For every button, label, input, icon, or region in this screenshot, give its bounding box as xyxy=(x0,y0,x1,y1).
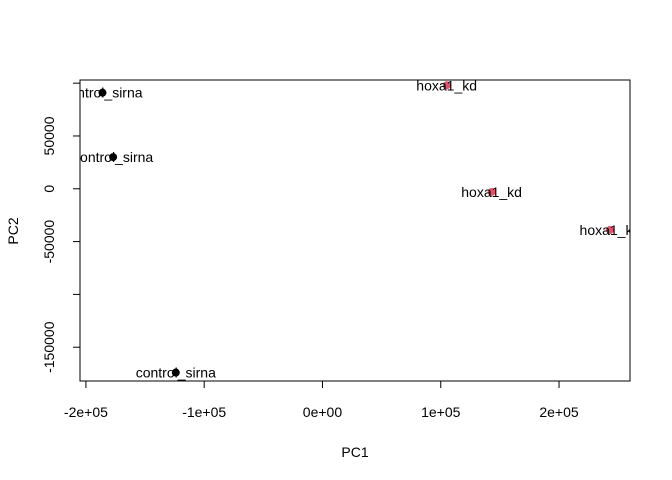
plot-area-frame xyxy=(79,79,631,382)
data-point-control_sirna xyxy=(171,368,180,377)
data-point-control_sirna xyxy=(109,153,118,162)
data-point-label: hoxa1_kd xyxy=(461,184,522,200)
y-axis-label: PC2 xyxy=(5,217,21,244)
y-tick-label: 50000 xyxy=(41,116,57,155)
x-tick-label: -1e+05 xyxy=(182,404,226,420)
data-point-label: hoxa1_kd xyxy=(580,222,641,238)
x-axis-label: PC1 xyxy=(341,444,368,460)
data-point-control_sirna xyxy=(98,88,107,97)
data-point-label: hoxa1_kd xyxy=(416,77,477,93)
data-point-label: control_sirna xyxy=(73,149,153,165)
y-tick-label: -150000 xyxy=(41,321,57,373)
data-point-hoxa1_kd xyxy=(442,81,451,90)
data-point-hoxa1_kd xyxy=(605,225,614,234)
x-tick-label: 1e+05 xyxy=(421,404,461,420)
data-point-label: control_sirna xyxy=(62,85,142,101)
x-tick-label: 0e+00 xyxy=(303,404,343,420)
y-tick-label: -50000 xyxy=(41,220,57,264)
data-point-label: control_sirna xyxy=(136,365,216,381)
y-tick-label: 0 xyxy=(41,185,57,193)
data-point-hoxa1_kd xyxy=(487,187,496,196)
x-tick-label: 2e+05 xyxy=(539,404,579,420)
x-tick-label: -2e+05 xyxy=(64,404,108,420)
